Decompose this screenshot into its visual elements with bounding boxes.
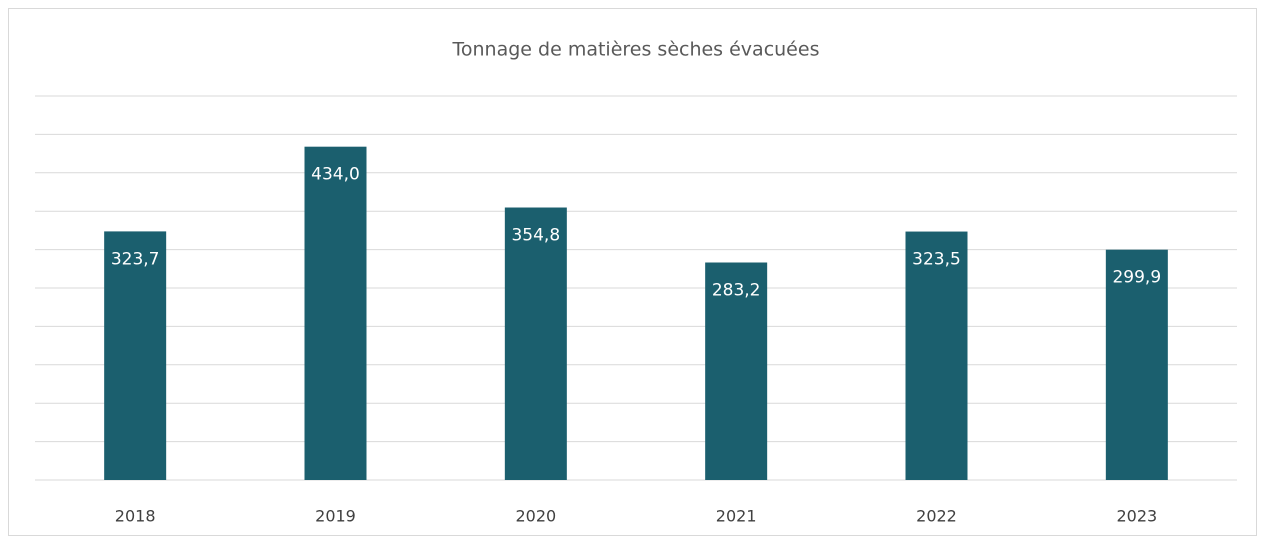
- x-tick-label: 2022: [916, 507, 957, 526]
- x-tick-label: 2018: [115, 507, 156, 526]
- data-label: 354,8: [511, 226, 560, 246]
- bar: [905, 231, 968, 480]
- chart-title: Tonnage de matières sèches évacuées: [452, 39, 820, 61]
- x-tick-label: 2023: [1116, 507, 1157, 526]
- bar: [504, 207, 567, 480]
- bar: [705, 262, 768, 480]
- data-label: 323,7: [111, 249, 160, 269]
- x-tick-label: 2020: [515, 507, 556, 526]
- data-label: 323,5: [912, 250, 961, 270]
- bar: [104, 231, 167, 480]
- x-tick-label: 2019: [315, 507, 356, 526]
- bar: [304, 146, 367, 481]
- bar: [1105, 249, 1168, 480]
- x-tick-label: 2021: [716, 507, 757, 526]
- data-label: 283,2: [712, 281, 761, 301]
- data-label: 434,0: [311, 165, 360, 185]
- data-label: 299,9: [1112, 268, 1161, 288]
- chart-frame: [8, 8, 1257, 536]
